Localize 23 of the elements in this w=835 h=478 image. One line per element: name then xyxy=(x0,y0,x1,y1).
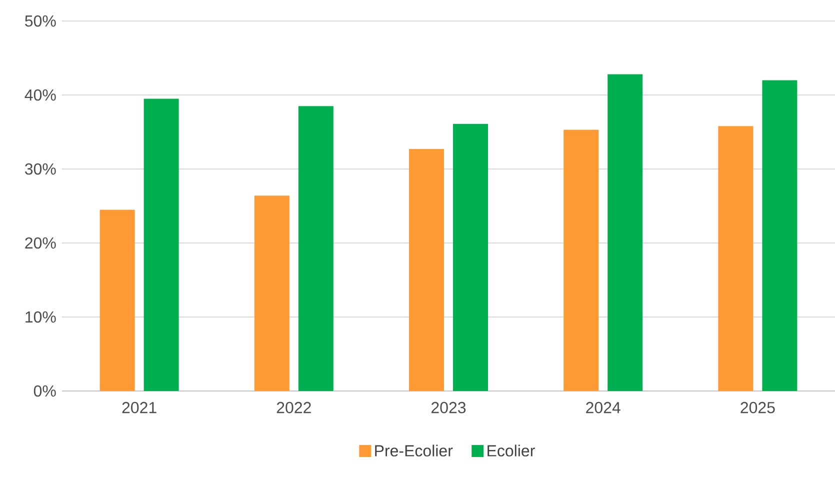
x-tick-label: 2023 xyxy=(432,402,466,414)
x-tick-label: 2021 xyxy=(122,402,156,414)
x-tick-label: 2024 xyxy=(586,402,620,414)
bar xyxy=(409,149,444,391)
bar xyxy=(254,196,290,391)
x-tick-label: 2022 xyxy=(276,402,311,414)
bar xyxy=(564,130,599,391)
legend-label: Pre-Ecolier xyxy=(375,444,453,456)
bar xyxy=(718,126,754,391)
bar xyxy=(298,106,334,391)
x-tick-label: 2025 xyxy=(740,402,775,414)
bar xyxy=(144,98,179,391)
y-tick-label: 50% xyxy=(25,15,56,27)
bar xyxy=(608,74,643,391)
y-tick-label: 20% xyxy=(25,237,56,249)
y-tick-label: 0% xyxy=(34,385,56,397)
y-tick-label: 30% xyxy=(24,163,56,175)
bar xyxy=(453,124,488,391)
y-tick-label: 10% xyxy=(26,311,56,323)
y-tick-label: 40% xyxy=(24,89,56,101)
bar xyxy=(762,80,798,391)
bar xyxy=(100,210,135,391)
legend-label: Ecolier xyxy=(488,444,535,456)
